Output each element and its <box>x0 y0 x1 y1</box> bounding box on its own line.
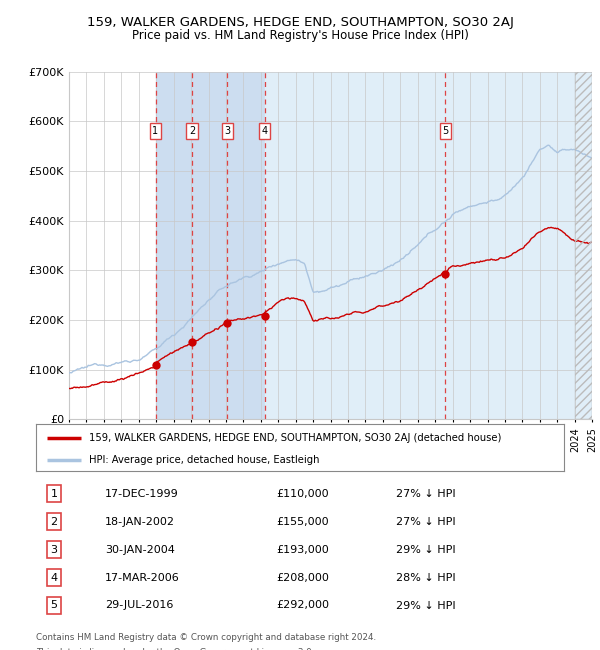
Text: 1: 1 <box>50 489 58 499</box>
Text: 17-DEC-1999: 17-DEC-1999 <box>105 489 179 499</box>
Text: £292,000: £292,000 <box>276 601 329 610</box>
Text: £110,000: £110,000 <box>276 489 329 499</box>
Text: This data is licensed under the Open Government Licence v3.0.: This data is licensed under the Open Gov… <box>36 647 314 650</box>
Text: 4: 4 <box>262 126 268 136</box>
Text: 159, WALKER GARDENS, HEDGE END, SOUTHAMPTON, SO30 2AJ (detached house): 159, WALKER GARDENS, HEDGE END, SOUTHAMP… <box>89 432 501 443</box>
Text: 3: 3 <box>50 545 58 554</box>
Text: 2: 2 <box>50 517 58 526</box>
Text: 29-JUL-2016: 29-JUL-2016 <box>105 601 173 610</box>
Text: £155,000: £155,000 <box>276 517 329 526</box>
Text: 5: 5 <box>50 601 58 610</box>
Text: 4: 4 <box>50 573 58 582</box>
Text: 29% ↓ HPI: 29% ↓ HPI <box>396 601 455 610</box>
Text: 29% ↓ HPI: 29% ↓ HPI <box>396 545 455 554</box>
Text: Contains HM Land Registry data © Crown copyright and database right 2024.: Contains HM Land Registry data © Crown c… <box>36 633 376 642</box>
Text: 28% ↓ HPI: 28% ↓ HPI <box>396 573 455 582</box>
Text: 18-JAN-2002: 18-JAN-2002 <box>105 517 175 526</box>
Bar <box>155 72 265 419</box>
Text: £208,000: £208,000 <box>276 573 329 582</box>
Text: 30-JAN-2004: 30-JAN-2004 <box>105 545 175 554</box>
Text: 3: 3 <box>224 126 230 136</box>
Text: £193,000: £193,000 <box>276 545 329 554</box>
Text: 27% ↓ HPI: 27% ↓ HPI <box>396 517 455 526</box>
Text: Price paid vs. HM Land Registry's House Price Index (HPI): Price paid vs. HM Land Registry's House … <box>131 29 469 42</box>
Text: 17-MAR-2006: 17-MAR-2006 <box>105 573 180 582</box>
Text: 27% ↓ HPI: 27% ↓ HPI <box>396 489 455 499</box>
Bar <box>265 72 592 419</box>
Text: 5: 5 <box>442 126 448 136</box>
Text: 2: 2 <box>189 126 195 136</box>
Text: 159, WALKER GARDENS, HEDGE END, SOUTHAMPTON, SO30 2AJ: 159, WALKER GARDENS, HEDGE END, SOUTHAMP… <box>86 16 514 29</box>
Text: 1: 1 <box>152 126 158 136</box>
Text: HPI: Average price, detached house, Eastleigh: HPI: Average price, detached house, East… <box>89 454 319 465</box>
